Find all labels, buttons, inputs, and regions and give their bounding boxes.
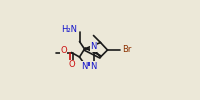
Text: N: N xyxy=(90,42,97,51)
Text: O: O xyxy=(60,46,67,55)
Text: Br: Br xyxy=(122,46,131,54)
Text: N: N xyxy=(81,62,88,71)
Text: O: O xyxy=(68,60,75,69)
Text: O: O xyxy=(60,46,67,55)
Text: H₂N: H₂N xyxy=(61,26,77,34)
Text: N: N xyxy=(90,62,97,71)
Text: N: N xyxy=(81,62,88,71)
Text: O: O xyxy=(68,60,75,69)
Text: N: N xyxy=(90,42,97,51)
Text: N: N xyxy=(90,62,97,71)
